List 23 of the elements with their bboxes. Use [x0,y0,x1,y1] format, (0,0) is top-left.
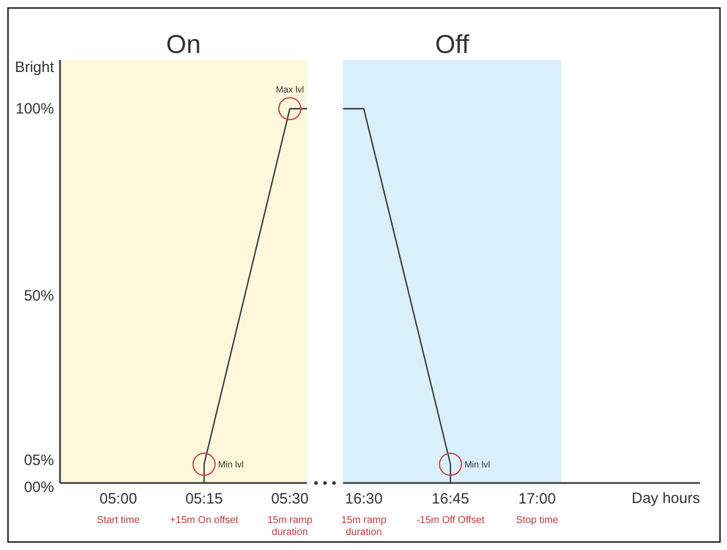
y-tick-label: 50% [24,288,54,305]
annotation: Min lvl [218,459,244,470]
x-tick-label: 05:30 [271,490,309,508]
x-axis-title: Day hours [632,490,700,507]
text: -15m Off Offset [416,515,485,526]
x-tick-label: 16:30 [345,490,383,508]
y-tick-label: 05% [24,452,54,470]
x-tick-label: 05:15 [185,490,223,508]
chart-title: Off [435,29,470,59]
x-tick-label: 05:00 [100,490,138,508]
annotation: Min lvl [464,459,490,470]
x-tick-label: 17:00 [518,490,556,508]
text: 15m ramp duration [267,515,313,538]
annotation: Max lvl [276,84,304,95]
y-axis-title: Bright [14,59,55,76]
text: +15m On offset [170,515,239,526]
y-tick-label: 00% [24,479,54,496]
text: Start time [96,515,140,526]
x-tick-label: 16:45 [432,490,470,508]
text: Stop time [516,515,559,526]
y-tick-label: 100% [16,100,54,118]
text: 15m ramp duration [341,515,387,538]
chart-title: On [166,29,201,59]
